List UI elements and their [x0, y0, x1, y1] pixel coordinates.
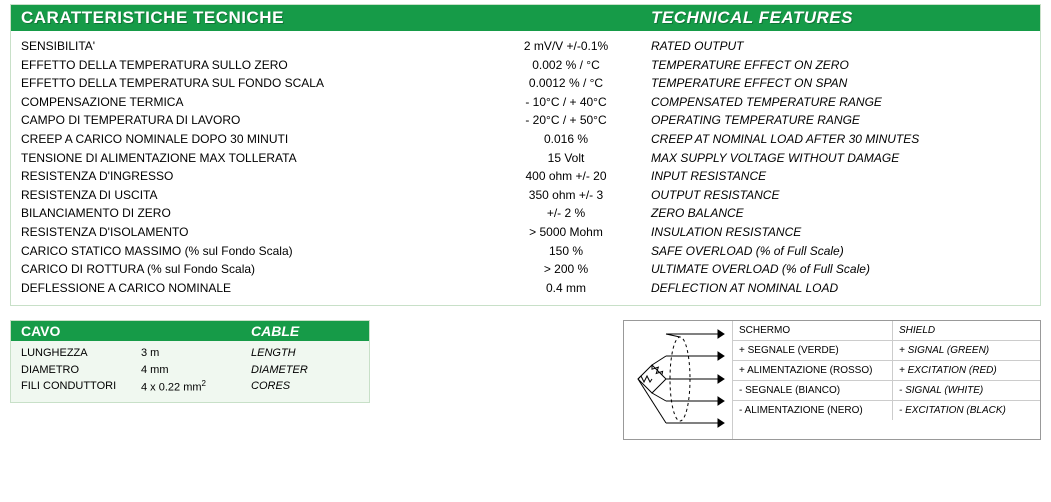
spec-value: 0.016 %: [481, 130, 651, 149]
wiring-label-en: + SIGNAL (GREEN): [893, 341, 1040, 360]
spec-row: CARICO STATICO MASSIMO (% sul Fondo Scal…: [21, 242, 1030, 261]
spec-value: 0.4 mm: [481, 279, 651, 298]
wiring-panel: SCHERMOSHIELD+ SEGNALE (VERDE)+ SIGNAL (…: [623, 320, 1041, 440]
cable-row: LUNGHEZZA3 mLENGTH: [21, 345, 359, 362]
spec-label-it: CARICO STATICO MASSIMO (% sul Fondo Scal…: [21, 242, 481, 261]
wiring-row: + SEGNALE (VERDE)+ SIGNAL (GREEN): [733, 341, 1040, 361]
spec-row: SENSIBILITA'2 mV/V +/-0.1%RATED OUTPUT: [21, 37, 1030, 56]
spec-value: 400 ohm +/- 20: [481, 167, 651, 186]
spec-row: RESISTENZA D'ISOLAMENTO> 5000 MohmINSULA…: [21, 223, 1030, 242]
spec-value: 150 %: [481, 242, 651, 261]
spec-label-it: EFFETTO DELLA TEMPERATURA SUL FONDO SCAL…: [21, 74, 481, 93]
spec-label-en: MAX SUPPLY VOLTAGE WITHOUT DAMAGE: [651, 149, 1030, 168]
spec-value: 0.002 % / °C: [481, 56, 651, 75]
wiring-label-it: SCHERMO: [733, 321, 893, 340]
spec-row: CARICO DI ROTTURA (% sul Fondo Scala)> 2…: [21, 260, 1030, 279]
spec-label-en: ULTIMATE OVERLOAD (% of Full Scale): [651, 260, 1030, 279]
spec-label-it: RESISTENZA D'INGRESSO: [21, 167, 481, 186]
cable-title-en: CABLE: [251, 323, 359, 339]
spec-row: COMPENSAZIONE TERMICA- 10°C / + 40°CCOMP…: [21, 93, 1030, 112]
cable-label-en: CORES: [251, 378, 359, 396]
spec-label-en: CREEP AT NOMINAL LOAD AFTER 30 MINUTES: [651, 130, 1030, 149]
spec-value: - 10°C / + 40°C: [481, 93, 651, 112]
cable-panel: CAVO CABLE LUNGHEZZA3 mLENGTHDIAMETRO4 m…: [10, 320, 370, 403]
wiring-label-en: + EXCITATION (RED): [893, 361, 1040, 380]
spec-row: EFFETTO DELLA TEMPERATURA SULLO ZERO0.00…: [21, 56, 1030, 75]
cable-body: LUNGHEZZA3 mLENGTHDIAMETRO4 mmDIAMETERFI…: [11, 341, 369, 402]
cable-value: 4 mm: [141, 362, 251, 379]
spec-label-en: INPUT RESISTANCE: [651, 167, 1030, 186]
spec-label-en: OUTPUT RESISTANCE: [651, 186, 1030, 205]
spec-value: 2 mV/V +/-0.1%: [481, 37, 651, 56]
header-title-en: TECHNICAL FEATURES: [651, 8, 1030, 28]
spec-label-en: COMPENSATED TEMPERATURE RANGE: [651, 93, 1030, 112]
spec-value: +/- 2 %: [481, 204, 651, 223]
spec-row: DEFLESSIONE A CARICO NOMINALE0.4 mmDEFLE…: [21, 279, 1030, 298]
spec-label-it: TENSIONE DI ALIMENTAZIONE MAX TOLLERATA: [21, 149, 481, 168]
spec-value: - 20°C / + 50°C: [481, 111, 651, 130]
spec-value: > 200 %: [481, 260, 651, 279]
bottom-row: CAVO CABLE LUNGHEZZA3 mLENGTHDIAMETRO4 m…: [10, 320, 1041, 440]
spec-label-en: SAFE OVERLOAD (% of Full Scale): [651, 242, 1030, 261]
cable-label-en: DIAMETER: [251, 362, 359, 379]
spec-row: RESISTENZA D'INGRESSO400 ohm +/- 20INPUT…: [21, 167, 1030, 186]
wiring-label-en: - SIGNAL (WHITE): [893, 381, 1040, 400]
wiring-row: - ALIMENTAZIONE (NERO)- EXCITATION (BLAC…: [733, 401, 1040, 420]
cable-title-it: CAVO: [21, 323, 251, 339]
wiring-row: + ALIMENTAZIONE (ROSSO)+ EXCITATION (RED…: [733, 361, 1040, 381]
tech-features-body: SENSIBILITA'2 mV/V +/-0.1%RATED OUTPUTEF…: [11, 31, 1040, 305]
spec-label-it: SENSIBILITA': [21, 37, 481, 56]
spec-row: CAMPO DI TEMPERATURA DI LAVORO- 20°C / +…: [21, 111, 1030, 130]
spec-label-en: ZERO BALANCE: [651, 204, 1030, 223]
spec-label-it: EFFETTO DELLA TEMPERATURA SULLO ZERO: [21, 56, 481, 75]
spec-label-en: INSULATION RESISTANCE: [651, 223, 1030, 242]
spec-label-en: OPERATING TEMPERATURE RANGE: [651, 111, 1030, 130]
spec-label-it: CREEP A CARICO NOMINALE DOPO 30 MINUTI: [21, 130, 481, 149]
wiring-table: SCHERMOSHIELD+ SEGNALE (VERDE)+ SIGNAL (…: [733, 321, 1040, 439]
spec-label-it: RESISTENZA DI USCITA: [21, 186, 481, 205]
spec-label-it: DEFLESSIONE A CARICO NOMINALE: [21, 279, 481, 298]
spec-label-it: CARICO DI ROTTURA (% sul Fondo Scala): [21, 260, 481, 279]
spec-row: EFFETTO DELLA TEMPERATURA SUL FONDO SCAL…: [21, 74, 1030, 93]
spec-value: 15 Volt: [481, 149, 651, 168]
cable-value: 4 x 0.22 mm2: [141, 378, 251, 396]
tech-features-panel: CARATTERISTICHE TECNICHE TECHNICAL FEATU…: [10, 4, 1041, 306]
tech-features-header: CARATTERISTICHE TECNICHE TECHNICAL FEATU…: [11, 5, 1040, 31]
spec-label-en: RATED OUTPUT: [651, 37, 1030, 56]
cable-label-it: FILI CONDUTTORI: [21, 378, 141, 396]
cable-row: FILI CONDUTTORI4 x 0.22 mm2CORES: [21, 378, 359, 396]
cable-label-en: LENGTH: [251, 345, 359, 362]
wiring-label-it: - ALIMENTAZIONE (NERO): [733, 401, 893, 420]
spec-row: CREEP A CARICO NOMINALE DOPO 30 MINUTI0.…: [21, 130, 1030, 149]
spec-value: 0.0012 % / °C: [481, 74, 651, 93]
wiring-row: - SEGNALE (BIANCO)- SIGNAL (WHITE): [733, 381, 1040, 401]
spec-label-it: COMPENSAZIONE TERMICA: [21, 93, 481, 112]
cable-row: DIAMETRO4 mmDIAMETER: [21, 362, 359, 379]
cable-value: 3 m: [141, 345, 251, 362]
wiring-label-en: SHIELD: [893, 321, 1040, 340]
spec-value: 350 ohm +/- 3: [481, 186, 651, 205]
spec-label-it: BILANCIAMENTO DI ZERO: [21, 204, 481, 223]
spec-label-en: TEMPERATURE EFFECT ON ZERO: [651, 56, 1030, 75]
wiring-diagram-icon: [624, 321, 733, 439]
spec-value: > 5000 Mohm: [481, 223, 651, 242]
spec-row: RESISTENZA DI USCITA350 ohm +/- 3OUTPUT …: [21, 186, 1030, 205]
cable-label-it: DIAMETRO: [21, 362, 141, 379]
spec-label-it: CAMPO DI TEMPERATURA DI LAVORO: [21, 111, 481, 130]
wiring-label-en: - EXCITATION (BLACK): [893, 401, 1040, 420]
wiring-label-it: - SEGNALE (BIANCO): [733, 381, 893, 400]
header-title-it: CARATTERISTICHE TECNICHE: [21, 8, 651, 28]
spec-label-it: RESISTENZA D'ISOLAMENTO: [21, 223, 481, 242]
spec-row: BILANCIAMENTO DI ZERO+/- 2 %ZERO BALANCE: [21, 204, 1030, 223]
wiring-label-it: + SEGNALE (VERDE): [733, 341, 893, 360]
spec-label-en: TEMPERATURE EFFECT ON SPAN: [651, 74, 1030, 93]
wiring-row: SCHERMOSHIELD: [733, 321, 1040, 341]
cable-header: CAVO CABLE: [11, 321, 369, 341]
cable-label-it: LUNGHEZZA: [21, 345, 141, 362]
wiring-label-it: + ALIMENTAZIONE (ROSSO): [733, 361, 893, 380]
spec-row: TENSIONE DI ALIMENTAZIONE MAX TOLLERATA1…: [21, 149, 1030, 168]
spec-label-en: DEFLECTION AT NOMINAL LOAD: [651, 279, 1030, 298]
